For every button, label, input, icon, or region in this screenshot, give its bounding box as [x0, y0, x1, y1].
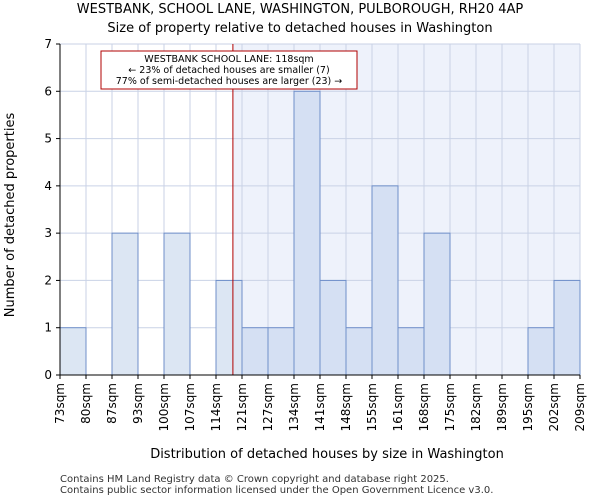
- x-tick-label: 209sqm: [573, 383, 587, 431]
- x-tick-label: 87sqm: [105, 383, 119, 424]
- annotation-line-1: WESTBANK SCHOOL LANE: 118sqm: [144, 54, 313, 65]
- bar: [293, 90, 321, 376]
- x-tick-label: 134sqm: [287, 383, 301, 431]
- x-tick-label: 141sqm: [313, 383, 327, 431]
- y-axis-label: Number of detached properties: [3, 113, 18, 318]
- chart-title: WESTBANK, SCHOOL LANE, WASHINGTON, PULBO…: [77, 2, 524, 17]
- x-tick-label: 93sqm: [131, 383, 145, 424]
- y-tick-label: 3: [44, 226, 52, 240]
- bar: [163, 232, 191, 376]
- annotation-line-2: ← 23% of detached houses are smaller (7): [128, 65, 329, 76]
- x-tick-label: 121sqm: [235, 383, 249, 431]
- x-tick-label: 195sqm: [521, 383, 535, 431]
- bar: [241, 327, 269, 376]
- annotation-box: WESTBANK SCHOOL LANE: 118sqm ← 23% of de…: [100, 50, 358, 90]
- bar: [267, 327, 295, 376]
- bar: [423, 232, 451, 376]
- footer-line-2: Contains public sector information licen…: [60, 485, 493, 496]
- x-tick-label: 155sqm: [365, 383, 379, 431]
- y-tick-label: 1: [44, 321, 52, 335]
- plot-area: 0 1 2 3 4 5 6 7 73sqm 80sqm 87sqm 93sqm 100sqm 107sqm…: [44, 37, 587, 431]
- bar: [397, 327, 425, 376]
- x-tick-label: 100sqm: [157, 383, 171, 431]
- y-tick-label: 6: [44, 84, 52, 98]
- y-tick-label: 2: [44, 273, 52, 287]
- x-tick-label: 202sqm: [547, 383, 561, 431]
- x-tick-label: 73sqm: [53, 383, 67, 424]
- y-tick-label: 7: [44, 37, 52, 51]
- y-tick-label: 5: [44, 132, 52, 146]
- x-tick-label: 107sqm: [183, 383, 197, 431]
- x-tick-label: 161sqm: [391, 383, 405, 431]
- shaded-region: [232, 44, 580, 375]
- x-axis-label: Distribution of detached houses by size …: [150, 447, 504, 462]
- x-tick-label: 148sqm: [339, 383, 353, 431]
- footer-line-1: Contains HM Land Registry data © Crown c…: [60, 474, 449, 485]
- x-tick-label: 168sqm: [417, 383, 431, 431]
- chart-subtitle: Size of property relative to detached ho…: [107, 21, 492, 36]
- annotation-frame: [100, 50, 358, 90]
- annotation-line-3: 77% of semi-detached houses are larger (…: [116, 76, 343, 87]
- bar: [371, 185, 399, 376]
- x-tick-label: 175sqm: [443, 383, 457, 431]
- y-tick-label: 4: [44, 179, 52, 193]
- x-tick-label: 80sqm: [79, 383, 93, 424]
- bar: [59, 327, 87, 376]
- x-tick-label: 189sqm: [495, 383, 509, 431]
- x-tick-label: 182sqm: [469, 383, 483, 431]
- y-tick-label: 0: [44, 368, 52, 382]
- bar: [553, 279, 581, 376]
- bar: [527, 327, 555, 376]
- bar: [215, 279, 243, 376]
- x-tick-label: 114sqm: [209, 383, 223, 431]
- bar: [111, 232, 139, 376]
- x-tick-label: 127sqm: [261, 383, 275, 431]
- bar: [319, 279, 347, 376]
- bar: [345, 327, 373, 376]
